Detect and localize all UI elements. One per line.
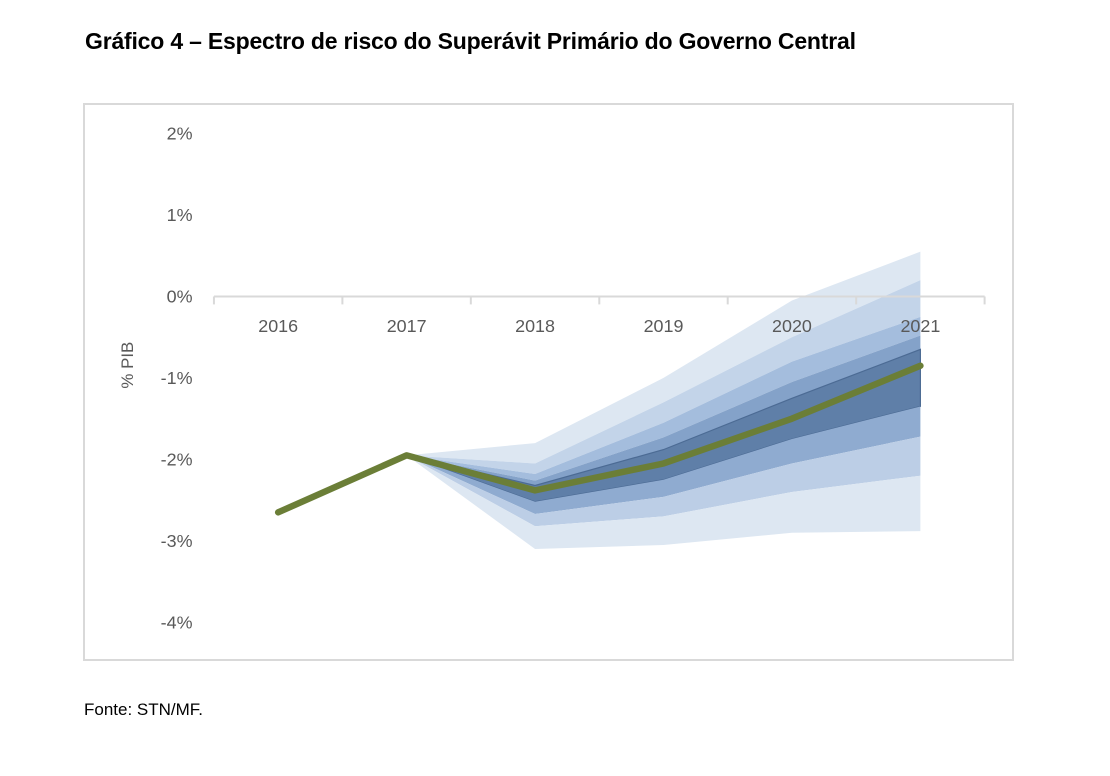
x-axis-tick-label: 2020 <box>772 316 812 336</box>
y-axis-tick-label: 2% <box>167 123 193 143</box>
y-axis-tick-label: -2% <box>161 449 193 469</box>
x-axis-tick-label: 2016 <box>258 316 298 336</box>
y-axis-tick-label: -1% <box>161 368 193 388</box>
y-axis-tick-label: 1% <box>167 205 193 225</box>
x-axis-tick-label: 2019 <box>644 316 684 336</box>
fan-band-6 <box>406 406 921 514</box>
fan-band-7 <box>406 436 921 527</box>
x-axis-tick-label: 2021 <box>900 316 940 336</box>
fan-chart-canvas: 2% 1% 0% -1% -2% -3% -4% % PIB 2016 2017 2018 2019 2… <box>118 123 986 632</box>
fan-band-1 <box>406 251 921 464</box>
fan-band-3 <box>406 316 921 481</box>
x-axis-tick-label: 2017 <box>387 316 427 336</box>
x-axis-tick-label: 2018 <box>515 316 555 336</box>
y-axis-tick-label: 0% <box>167 286 193 306</box>
chart-title: Gráfico 4 – Espectro de risco do Superáv… <box>85 28 856 54</box>
plot-area-frame: 2% 1% 0% -1% -2% -3% -4% % PIB 2016 2017 2018 2019 2… <box>83 103 1014 661</box>
y-axis-tick-label: -3% <box>161 531 193 551</box>
y-axis-title: % PIB <box>118 342 137 389</box>
fan-band-8 <box>406 455 921 550</box>
source-note: Fonte: STN/MF. <box>84 700 204 719</box>
central-projection-line <box>274 362 924 516</box>
y-axis-tick-label: -4% <box>161 612 193 632</box>
